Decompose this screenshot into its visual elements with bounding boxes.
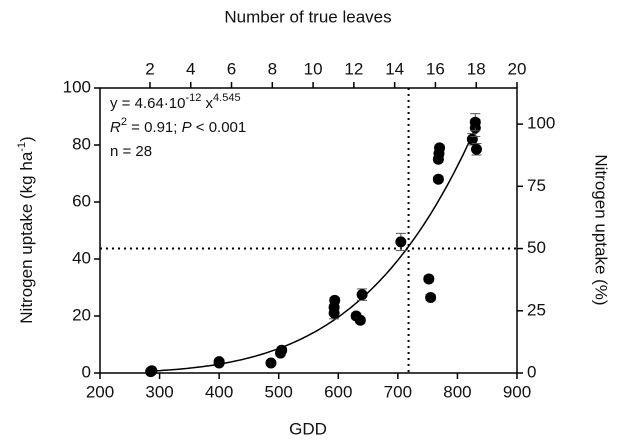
x2-tick-label: 12 [344, 59, 363, 78]
label-part: ) [17, 136, 36, 142]
y-tick-label: 100 [63, 77, 91, 96]
data-point [423, 273, 435, 285]
x2-tick-label: 10 [304, 59, 323, 78]
y2-tick-label: 25 [527, 300, 546, 319]
data-point [276, 344, 288, 356]
y-tick-label: 0 [82, 362, 91, 381]
x-tick-label: 700 [384, 382, 412, 401]
data-point [356, 289, 368, 301]
y-tick-label: 40 [72, 248, 91, 267]
x-tick-label: 300 [145, 382, 173, 401]
eq-part: y = 4.64·10 [110, 95, 185, 112]
y2-tick-label: 50 [527, 238, 546, 257]
x2-tick-label: 6 [227, 59, 236, 78]
eq-sup: -12 [185, 92, 201, 104]
y-tick-label: 20 [72, 305, 91, 324]
x-tick-label: 400 [205, 382, 233, 401]
x-axis-label: GDD [289, 419, 327, 438]
data-point [432, 173, 444, 185]
fit-stats: R2 = 0.91; P < 0.001 [110, 116, 246, 136]
data-point [354, 314, 366, 326]
y-tick-label: 80 [72, 134, 91, 153]
stat-part: R [110, 119, 121, 136]
equation: y = 4.64·10-12 x4.545 [110, 92, 241, 112]
n-count: n = 28 [110, 143, 152, 160]
y2-tick-label: 100 [527, 114, 555, 133]
x2-tick-label: 4 [186, 59, 195, 78]
data-point [434, 142, 446, 154]
x2-tick-label: 18 [467, 59, 486, 78]
x-tick-label: 500 [265, 382, 293, 401]
label-sup: -1 [16, 142, 28, 152]
y2-axis-label: Nitrogen uptake (%) [592, 154, 611, 305]
data-point [265, 357, 277, 369]
stat-part: < 0.001 [192, 119, 247, 136]
data-point [469, 116, 481, 128]
data-point [146, 365, 158, 377]
y2-tick-label: 75 [527, 176, 546, 195]
stat-sup: 2 [121, 116, 127, 128]
x-tick-label: 600 [324, 382, 352, 401]
stat-part: P [182, 119, 192, 136]
stat-part: = 0.91; [127, 119, 182, 136]
data-point [470, 143, 482, 155]
x2-tick-label: 2 [145, 59, 154, 78]
data-point [213, 356, 225, 368]
fit-curve [150, 125, 478, 372]
eq-part: x [201, 95, 213, 112]
y2-tick-label: 0 [527, 362, 536, 381]
data-point [329, 294, 341, 306]
x2-tick-label: 16 [426, 59, 445, 78]
y-axis-label: Nitrogen uptake (kg ha-1) [16, 136, 37, 323]
x-tick-label: 800 [443, 382, 471, 401]
eq-sup: 4.545 [213, 92, 241, 104]
x2-tick-label: 14 [385, 59, 404, 78]
plot-frame [99, 87, 518, 374]
x2-axis-label: Number of true leaves [224, 7, 391, 26]
x2-tick-label: 8 [268, 59, 277, 78]
label-part: Nitrogen uptake (kg ha [17, 151, 36, 324]
y-tick-label: 60 [72, 191, 91, 210]
x-tick-label: 900 [503, 382, 531, 401]
data-point [425, 291, 437, 303]
x-tick-label: 200 [86, 382, 114, 401]
x2-tick-label: 20 [508, 59, 527, 78]
data-point [395, 236, 407, 248]
